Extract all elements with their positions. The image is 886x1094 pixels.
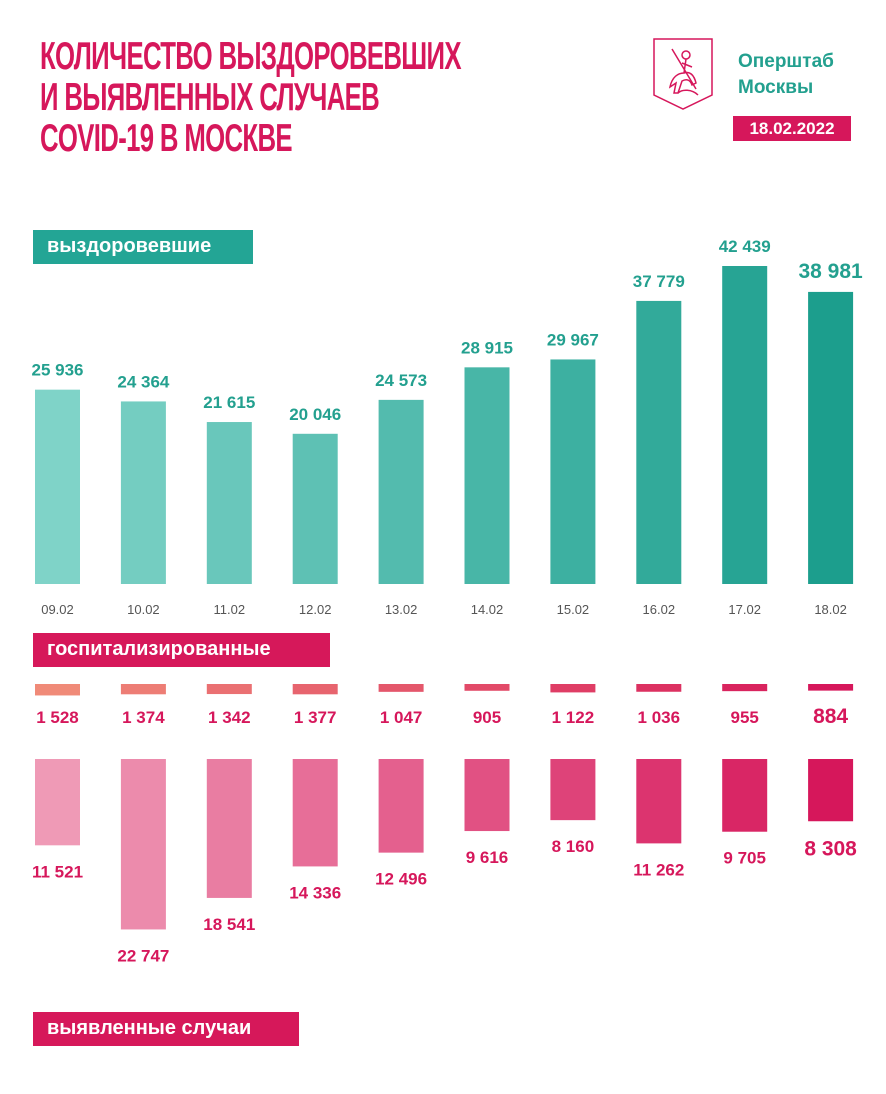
recovered-value-label: 38 981: [798, 260, 863, 283]
hospitalized-value-label: 1 377: [294, 708, 337, 727]
cases-bar: [636, 759, 682, 844]
cases-bar: [464, 759, 510, 832]
hospitalized-value-label: 1 342: [208, 708, 251, 727]
recovered-value-label: 21 615: [203, 393, 255, 412]
recovered-bar: [120, 401, 166, 584]
date-tick-label: 18.02: [814, 602, 847, 617]
cases-value-label: 18 541: [203, 915, 255, 934]
date-tick-label: 14.02: [471, 602, 504, 617]
hospitalized-bar: [292, 684, 338, 695]
cases-bar: [808, 759, 854, 822]
page-title: КОЛИЧЕСТВО ВЫЗДОРОВЕВШИХ И ВЫЯВЛЕННЫХ СЛ…: [40, 35, 462, 160]
hospitalized-label: госпитализированные: [33, 633, 330, 667]
hospitalized-value-label: 1 122: [552, 708, 595, 727]
hospitalized-bar: [808, 684, 854, 691]
recovered-bar: [636, 300, 682, 584]
org-line: Оперштаб: [738, 51, 834, 72]
cases-bar: [378, 759, 424, 853]
recovered-bar: [722, 266, 768, 584]
title-line: КОЛИЧЕСТВО ВЫЗДОРОВЕВШИХ: [40, 35, 462, 78]
cases-value-label: 11 262: [633, 860, 684, 879]
date-tick-label: 15.02: [557, 602, 590, 617]
recovered-bar: [550, 359, 596, 584]
title-line: И ВЫЯВЛЕННЫХ СЛУЧАЕВ: [40, 76, 380, 119]
cases-value-label: 22 747: [117, 946, 169, 965]
hospitalized-value-label: 1 047: [380, 708, 423, 727]
recovered-label: выздоровевшие: [33, 230, 253, 264]
hospitalized-value-label: 905: [473, 708, 501, 727]
hospitalized-bar: [120, 684, 166, 695]
date-tick-label: 09.02: [41, 602, 74, 617]
cases-value-label: 9 705: [723, 849, 766, 868]
recovered-bar: [35, 389, 80, 584]
hospitalized-value-label: 1 528: [36, 708, 79, 727]
hospitalized-bar: [35, 684, 80, 696]
cases-value-label: 8 308: [804, 837, 857, 860]
date-tick-label: 17.02: [728, 602, 761, 617]
org-name: Оперштаб Москвы: [738, 49, 834, 101]
recovered-value-label: 42 439: [719, 237, 771, 256]
recovered-bar: [808, 291, 854, 584]
cases-value-label: 8 160: [552, 837, 595, 856]
recovered-bar: [464, 367, 510, 584]
recovered-bar: [206, 422, 252, 584]
date-tick-label: 13.02: [385, 602, 418, 617]
hospitalized-value-label: 1 374: [122, 708, 165, 727]
hospitalized-value-label: 955: [731, 708, 759, 727]
date-tick-label: 12.02: [299, 602, 332, 617]
recovered-value-label: 25 936: [32, 361, 84, 380]
cases-label: выявленные случаи: [33, 1012, 299, 1046]
cases-bar: [206, 759, 252, 898]
hospitalized-bar: [636, 684, 682, 692]
date-tick-label: 16.02: [643, 602, 676, 617]
hospitalized-bar: [378, 684, 424, 692]
recovered-value-label: 37 779: [633, 272, 685, 291]
cases-value-label: 14 336: [289, 883, 341, 902]
recovered-value-label: 24 573: [375, 371, 427, 390]
date-tick-label: 11.02: [214, 602, 246, 617]
recovered-bar: [292, 433, 338, 584]
date-tick-label: 10.02: [127, 602, 160, 617]
cases-bar: [550, 759, 596, 821]
moscow-coat-of-arms-icon: [653, 38, 713, 110]
hospitalized-value-label: 884: [813, 705, 848, 728]
cases-bar: [722, 759, 768, 832]
recovered-value-label: 28 915: [461, 338, 513, 357]
cases-bar: [35, 759, 80, 846]
cases-value-label: 12 496: [375, 870, 427, 889]
cases-value-label: 11 521: [32, 862, 83, 881]
recovered-value-label: 29 967: [547, 330, 599, 349]
hospitalized-bar: [550, 684, 596, 693]
recovered-value-label: 20 046: [289, 405, 341, 424]
cases-bar: [120, 759, 166, 930]
recovered-bar: [378, 399, 424, 584]
org-line: Москвы: [738, 77, 814, 98]
hospitalized-bar: [722, 684, 768, 692]
title-line: COVID-19 В МОСКВЕ: [40, 117, 293, 160]
hospitalized-bar: [464, 684, 510, 691]
recovered-value-label: 24 364: [117, 372, 170, 391]
date-badge: 18.02.2022: [733, 116, 851, 141]
hospitalized-bar: [206, 684, 252, 695]
hospitalized-value-label: 1 036: [638, 708, 681, 727]
cases-value-label: 9 616: [466, 848, 509, 867]
cases-bar: [292, 759, 338, 867]
